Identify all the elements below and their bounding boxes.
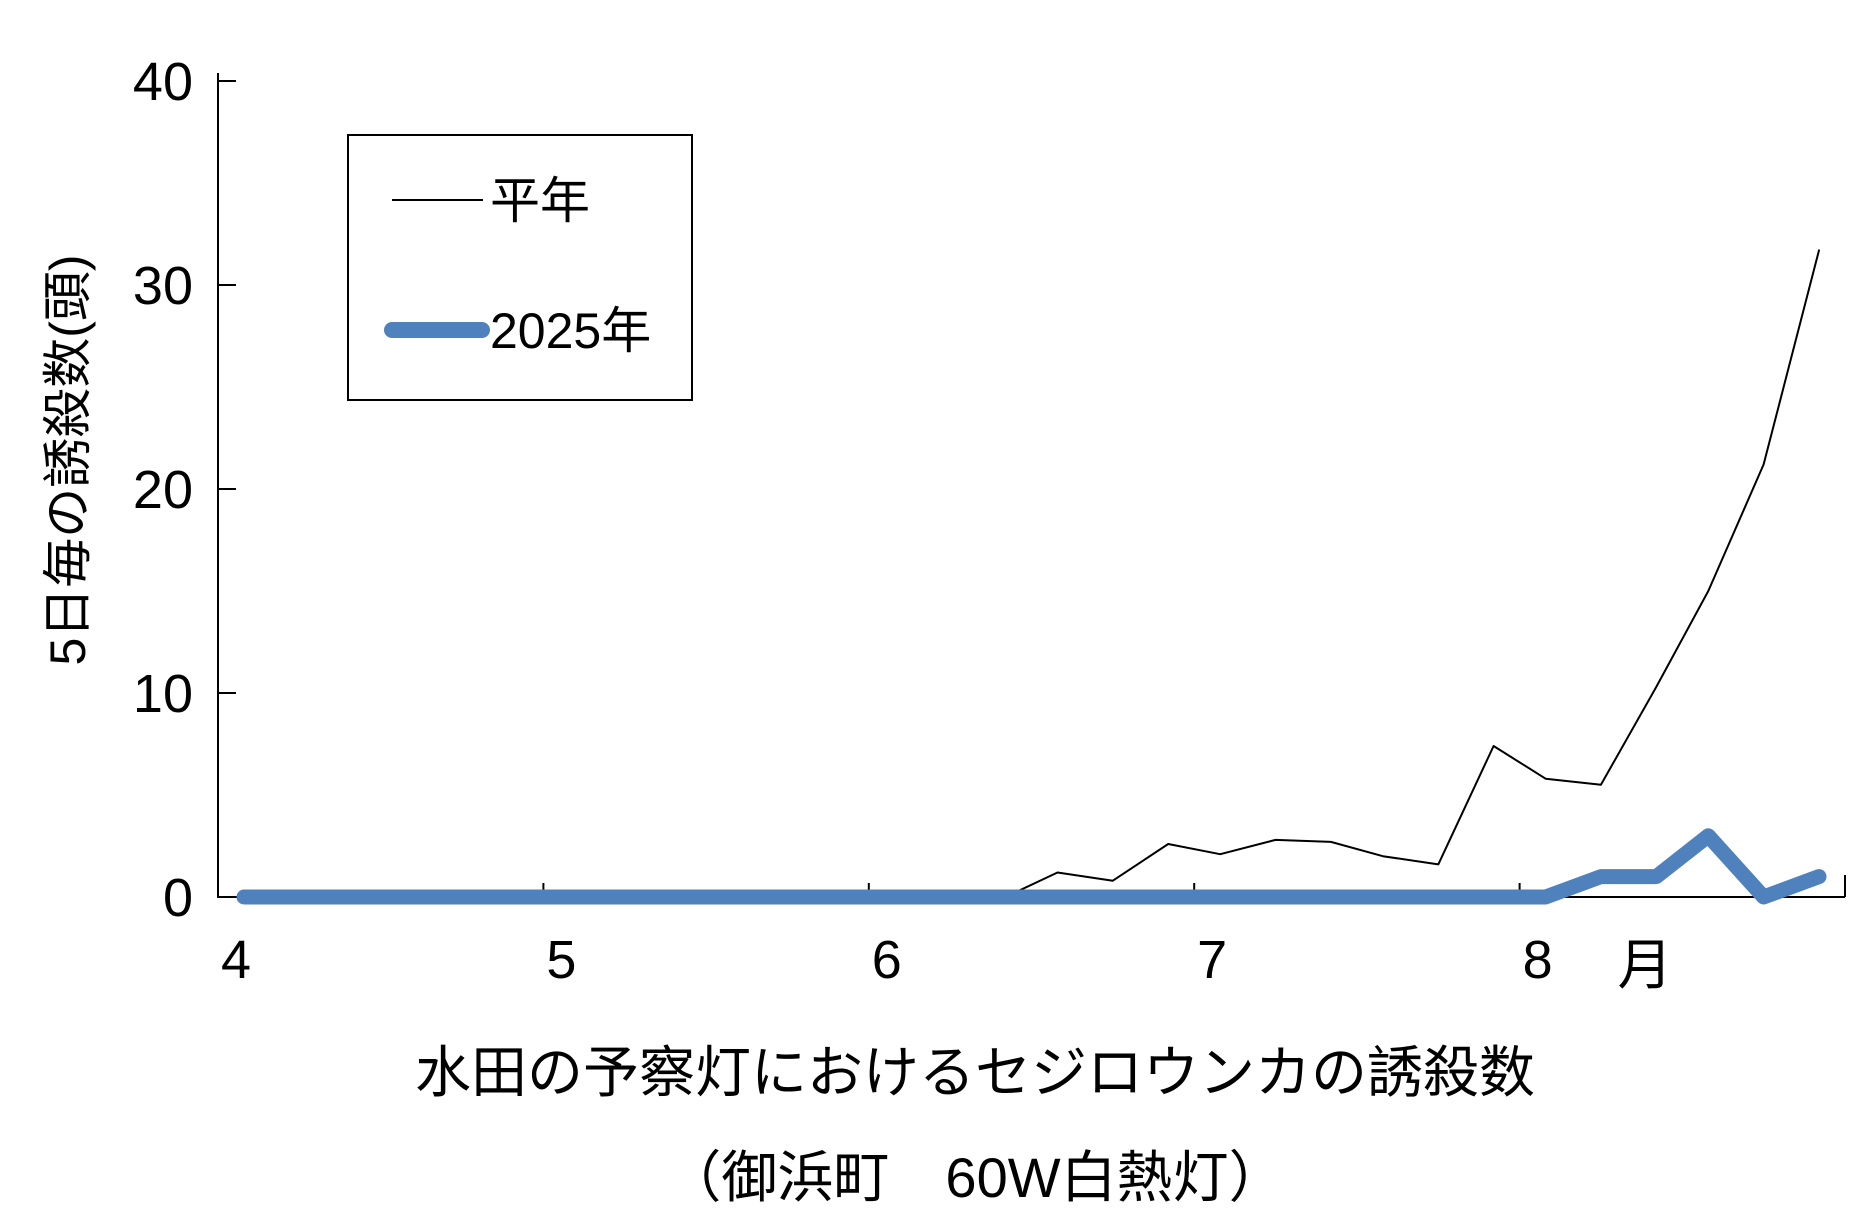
legend-heinen-label: 平年 [490, 173, 590, 229]
legend-box [347, 134, 693, 401]
year-2025-line [236, 828, 1827, 905]
chart-title-line1: 水田の予察灯におけるセジロウンカの誘殺数 [415, 1041, 1535, 1104]
x-tick-label: 8 [1523, 930, 1553, 990]
x-tick-label: 6 [872, 930, 902, 990]
x-tick-label: 7 [1197, 930, 1227, 990]
y-tick-label: 0 [163, 868, 193, 928]
x-tick-label: 4 [221, 930, 251, 990]
y-tick-label: 20 [133, 460, 193, 520]
y-tick-label: 40 [133, 52, 193, 112]
y-tick-label: 30 [133, 256, 193, 316]
x-tick-label: 5 [546, 930, 576, 990]
x-axis-tick-labels: 4 5 6 7 8 [221, 930, 1553, 990]
y-axis-tick-labels: 0 10 20 30 40 [133, 52, 193, 928]
chart-title-line2: （御浜町 60W白熱灯） [665, 1146, 1285, 1209]
y-tick-label: 10 [133, 664, 193, 724]
legend-2025-label: 2025年 [490, 303, 651, 359]
legend: 平年 2025年 [347, 134, 693, 401]
y-axis-ticks [219, 80, 236, 898]
x-axis-unit-label: 月 [1617, 934, 1672, 996]
y-axis-title: 5日毎の誘殺数(頭) [40, 254, 96, 666]
